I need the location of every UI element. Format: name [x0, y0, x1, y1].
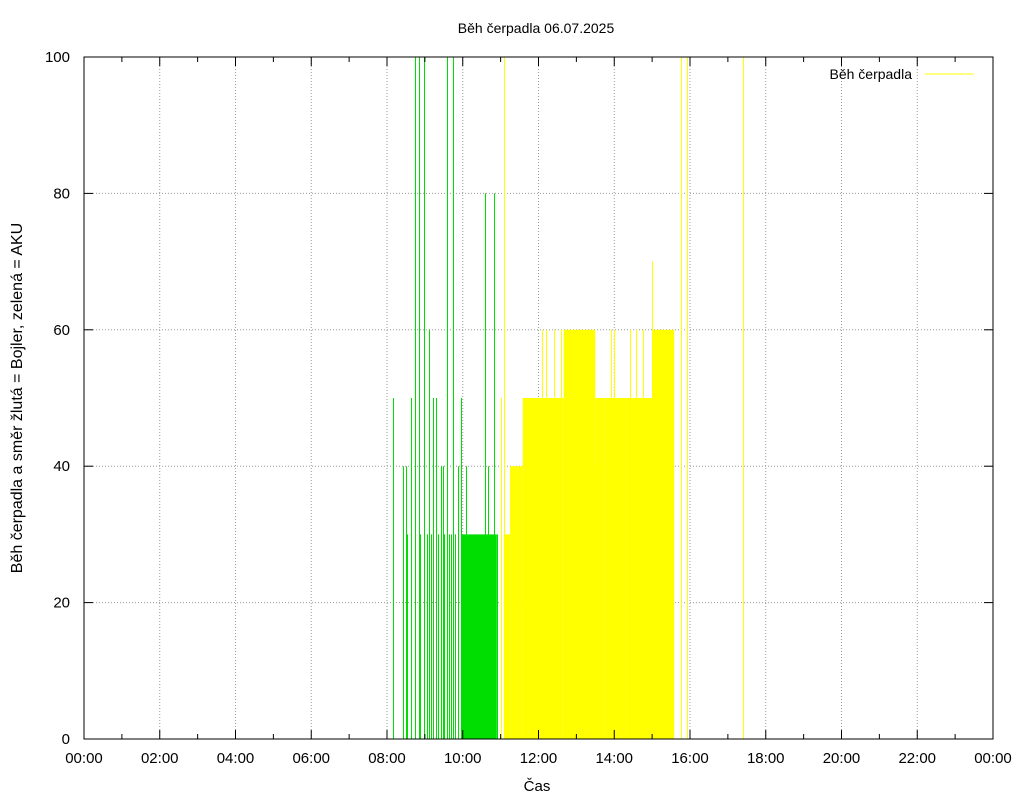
x-tick-label: 04:00: [217, 750, 255, 767]
x-tick-label: 16:00: [671, 750, 709, 767]
y-tick-label: 40: [53, 458, 70, 475]
chart-title: Běh čerpadla 06.07.2025: [458, 20, 615, 36]
axis-ticks: 00:00 02:00 04:00 06:00 08:00 10:00 12:00 14:00…: [45, 49, 1012, 767]
data-marks: [393, 57, 744, 739]
x-tick-label: 12:00: [520, 750, 558, 767]
y-tick-label: 20: [53, 595, 70, 612]
x-tick-label: 08:00: [368, 750, 406, 767]
y-tick-label: 60: [53, 322, 70, 339]
x-axis-title: Čas: [524, 778, 551, 795]
series-1-block: [563, 329, 596, 739]
series-1-block: [516, 466, 523, 739]
y-axis-title: Běh čerpadla a směr žlutá = Bojler, zele…: [9, 223, 26, 573]
x-tick-label: 22:00: [898, 750, 936, 767]
series-1-block: [626, 398, 653, 739]
y-tick-label: 0: [62, 731, 70, 748]
x-tick-label: 02:00: [141, 750, 179, 767]
x-tick-label: 00:00: [974, 750, 1012, 767]
x-tick-label: 14:00: [595, 750, 633, 767]
legend-label: Běh čerpadla: [829, 66, 912, 82]
series-1-block: [652, 329, 675, 739]
legend: Běh čerpadla: [829, 66, 974, 82]
x-tick-label: 00:00: [65, 750, 103, 767]
y-tick-label: 80: [53, 185, 70, 202]
series-0-block: [461, 534, 497, 739]
series-1-block: [604, 398, 627, 739]
x-tick-label: 18:00: [747, 750, 785, 767]
series-1-block: [595, 398, 605, 739]
series-1-block: [522, 398, 539, 739]
y-tick-label: 100: [45, 49, 70, 66]
x-tick-label: 20:00: [823, 750, 861, 767]
x-tick-label: 10:00: [444, 750, 482, 767]
x-tick-label: 06:00: [292, 750, 330, 767]
series-1-block: [503, 534, 511, 739]
